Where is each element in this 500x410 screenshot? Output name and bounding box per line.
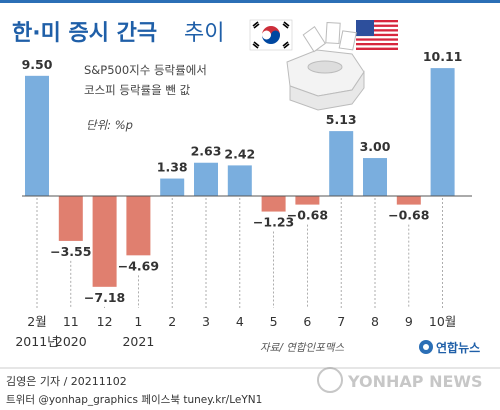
value-label: 2.63: [191, 144, 222, 159]
value-label: −7.18: [84, 290, 125, 305]
top-rule: [0, 0, 500, 3]
year-label: 2011년: [15, 334, 58, 349]
category-label: 2월: [27, 314, 46, 329]
category-labels: 2월 11 12 1 2 3 4 5 6 7 8 9 10월: [27, 314, 456, 329]
value-label: −1.23: [253, 215, 294, 230]
bar: [363, 158, 387, 196]
yonhap-logo: 연합뉴스: [419, 340, 480, 355]
category-label: 6: [303, 314, 311, 329]
value-label: −0.68: [388, 208, 429, 223]
bar: [25, 75, 49, 196]
footer-byline: 김영은 기자 / 20211102: [6, 375, 127, 388]
bar: [261, 196, 286, 212]
title-main: 한·미 증시 간극: [12, 21, 157, 46]
bar: [58, 196, 83, 241]
category-label: 4: [236, 314, 244, 329]
bars: [25, 68, 455, 287]
value-label: −3.55: [50, 244, 91, 259]
category-label: 3: [202, 314, 210, 329]
bar: [92, 196, 117, 287]
unit-label: 단위: %p: [86, 118, 133, 132]
bar: [329, 131, 354, 196]
category-label: 1: [134, 314, 142, 329]
source-text: 자료/ 연합인포맥스: [260, 342, 344, 354]
category-label: 2: [168, 314, 176, 329]
value-labels: 9.50−3.55−7.18−4.691.382.63 2.42−1.23−0.6…: [22, 49, 463, 305]
category-label: 10월: [429, 314, 456, 329]
ballot-box-illustration: [286, 22, 365, 111]
category-label: 8: [371, 314, 379, 329]
year-label: 2020: [55, 334, 87, 349]
watermark-text: YONHAP NEWS: [347, 372, 483, 391]
value-label: −0.68: [287, 208, 328, 223]
bar: [160, 178, 185, 196]
value-label: 2.42: [224, 146, 255, 161]
category-label: 11: [63, 314, 79, 329]
bar: [227, 165, 252, 196]
category-label: 12: [97, 314, 113, 329]
watermark-logo-icon: [317, 367, 343, 393]
category-label: 5: [270, 314, 278, 329]
note-line2: 코스피 등락률을 뺀 값: [84, 83, 191, 97]
year-label: 2021: [122, 334, 154, 349]
bar: [430, 68, 455, 196]
value-label: 9.50: [22, 57, 53, 72]
bar: [126, 196, 151, 256]
value-label: 3.00: [360, 139, 391, 154]
footer-social: 트위터 @yonhap_graphics 페이스북 tuney.kr/LeYN1: [6, 393, 262, 406]
logo-text: 연합뉴스: [436, 340, 480, 355]
category-label: 9: [405, 314, 413, 329]
bar: [396, 196, 421, 205]
category-label: 7: [337, 314, 345, 329]
korea-flag-icon: [249, 19, 293, 51]
value-label: −4.69: [118, 258, 159, 273]
us-flag-icon: [356, 20, 398, 50]
note-line1: S&P500지수 등락률에서: [84, 63, 207, 77]
watermark: YONHAP NEWS: [317, 367, 483, 393]
title-sub: 추이: [184, 21, 224, 46]
value-label: 1.38: [157, 160, 188, 175]
guide-lines: [36, 198, 444, 308]
bar: [194, 162, 218, 196]
bar: [295, 196, 320, 205]
value-label: 10.11: [423, 49, 463, 64]
value-label: 5.13: [326, 112, 357, 127]
